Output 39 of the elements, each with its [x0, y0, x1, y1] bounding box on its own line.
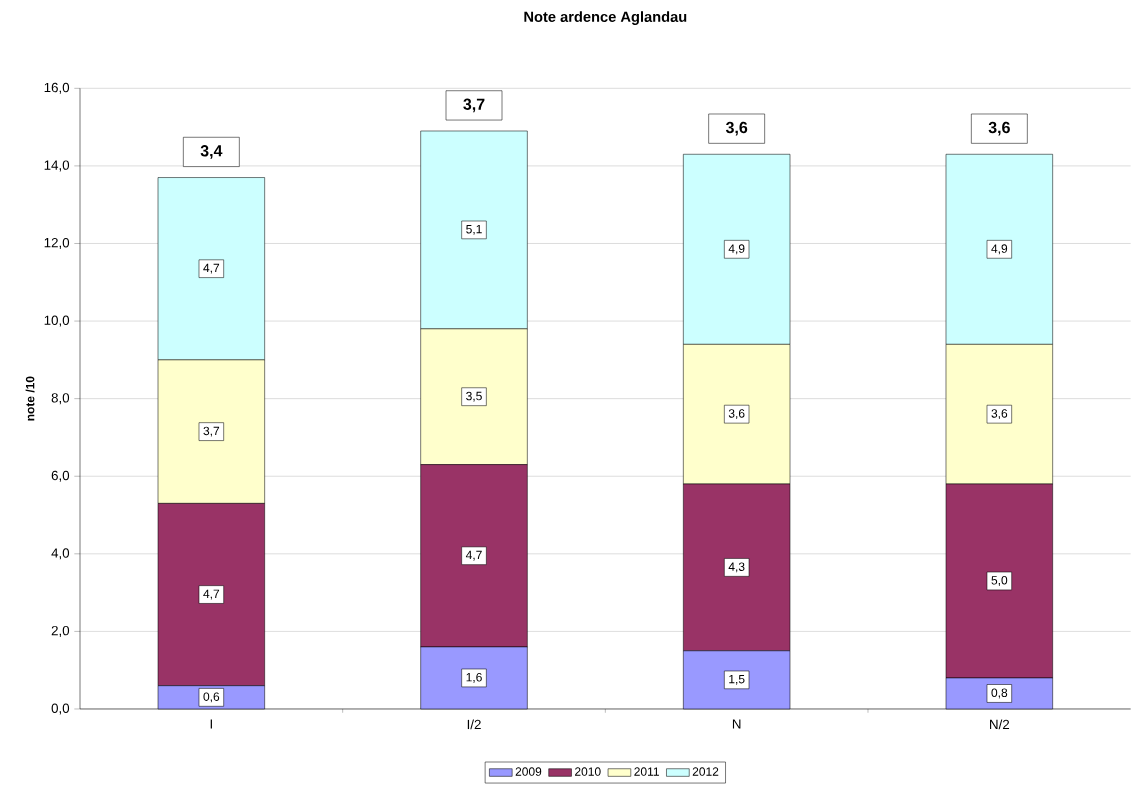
annotation: 3,6 — [988, 121, 1010, 136]
data-label: 3,5 — [466, 391, 482, 402]
y-tick-label: 2,0 — [51, 625, 70, 637]
y-tick-label: 8,0 — [51, 393, 70, 405]
annotation: 3,4 — [200, 145, 223, 159]
legend-label: 2011 — [634, 767, 659, 776]
legend-label: 2009 — [515, 767, 542, 776]
data-label: 4,3 — [728, 562, 745, 573]
y-tick-label: 16,0 — [44, 82, 70, 94]
y-tick-label: 6,0 — [51, 470, 70, 482]
y-tick-label: 10,0 — [44, 315, 70, 327]
data-label: 0,6 — [203, 692, 220, 703]
data-label: 5,0 — [991, 576, 1008, 586]
data-label: 4,7 — [465, 550, 482, 561]
data-label: 4,7 — [203, 263, 220, 274]
y-tick-label: 0,0 — [51, 703, 70, 715]
y-tick-label: 4,0 — [51, 548, 70, 560]
legend-label: 2012 — [692, 767, 719, 776]
y-tick-label: 12,0 — [44, 237, 70, 249]
data-label: 1,5 — [729, 674, 745, 685]
annotation: 3,7 — [463, 98, 485, 113]
data-label: 0,8 — [991, 688, 1008, 699]
data-label: 4,9 — [991, 244, 1008, 255]
x-tick-label: I — [210, 719, 212, 729]
x-tick-label: N — [732, 719, 741, 729]
data-label: 4,9 — [728, 244, 745, 255]
x-tick-label: I/2 — [467, 719, 481, 730]
y-tick-label: 14,0 — [44, 160, 70, 172]
data-label: 1,6 — [466, 672, 482, 683]
data-label: 3,7 — [203, 426, 220, 437]
data-label: 3,6 — [991, 409, 1008, 420]
data-label: 5,1 — [466, 225, 482, 235]
x-tick-label: N/2 — [990, 719, 1010, 730]
data-label: 4,7 — [203, 589, 220, 600]
chart-title: Note ardence Aglandau — [524, 11, 687, 25]
data-label: 3,6 — [728, 409, 745, 420]
annotation: 3,6 — [725, 121, 748, 136]
y-axis-title: note /10 — [25, 376, 35, 421]
legend-label: 2010 — [575, 767, 601, 776]
